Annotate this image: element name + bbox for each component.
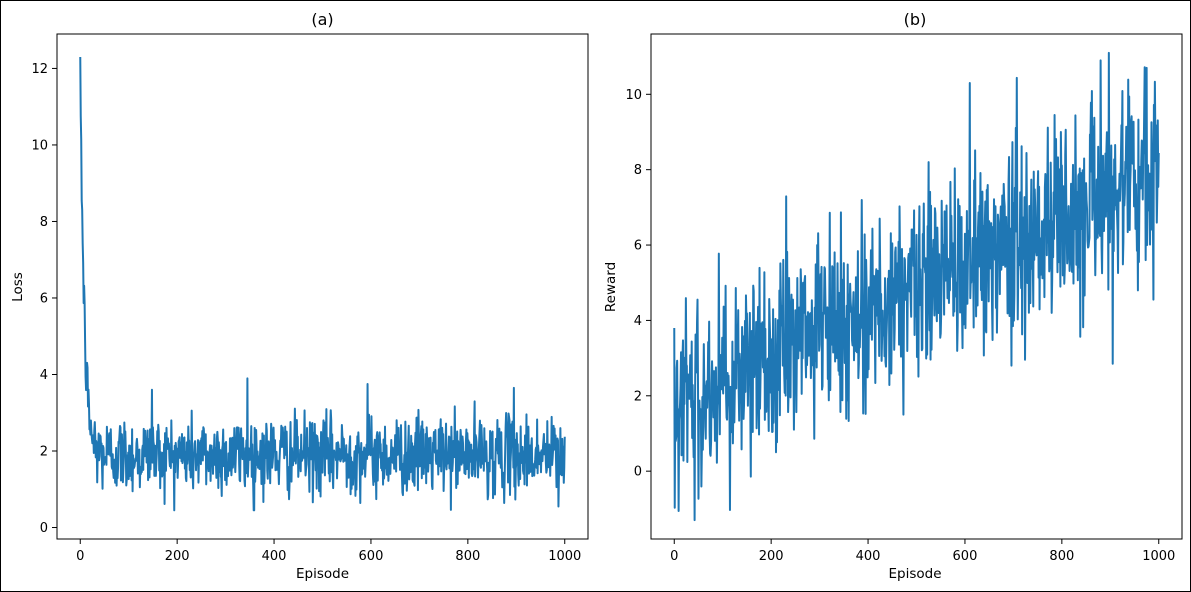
panel-b-xtick-label: 800 — [1049, 549, 1074, 564]
panel-a-ytick-label: 8 — [40, 215, 48, 230]
panel-b-ytick-label: 2 — [634, 389, 642, 404]
panel-a: (a) Episode Loss 0 200 400 600 800 1000 0 2 4 6 8 1… — [10, 10, 589, 582]
panel-b-ytick-label: 0 — [634, 465, 642, 480]
panel-b-xlabel: Episode — [888, 566, 941, 582]
panel-b: (b) Episode Reward 0 200 400 600 800 1000 0 2 4 6… — [603, 10, 1183, 582]
panel-b-xtick-label: 200 — [759, 549, 784, 564]
panel-a-xtick-label: 200 — [165, 549, 190, 564]
panel-a-xtick-label: 800 — [455, 549, 480, 564]
panel-b-ylabel: Reward — [603, 262, 619, 312]
panel-a-frame — [56, 33, 589, 540]
panel-b-ytick-label: 6 — [634, 239, 642, 254]
panel-a-xtick-label: 1000 — [548, 549, 581, 564]
panel-a-xtick-label: 400 — [262, 549, 287, 564]
panel-a-ytick-label: 6 — [40, 291, 48, 306]
panel-b-series-line — [673, 51, 1160, 522]
panel-b-xtick-label: 1000 — [1142, 549, 1175, 564]
panel-b-ytick-label: 8 — [634, 163, 642, 178]
panel-b-ytick-label: 4 — [634, 314, 642, 329]
panel-a-xlabel: Episode — [296, 566, 349, 582]
panel-a-ytick-label: 12 — [31, 62, 48, 77]
panel-b-xtick-label: 600 — [953, 549, 978, 564]
panel-a-xtick-label: 600 — [359, 549, 384, 564]
panel-a-title: (a) — [311, 10, 333, 29]
panel-a-ylabel: Loss — [10, 272, 26, 302]
panel-b-title: (b) — [904, 10, 927, 29]
panel-b-frame — [650, 33, 1183, 540]
panel-b-xtick-label: 0 — [670, 549, 678, 564]
panel-a-xtick-label: 0 — [76, 549, 84, 564]
panel-a-series-line — [79, 56, 566, 512]
panel-a-ytick-label: 0 — [40, 521, 48, 536]
panel-a-ytick-label: 4 — [40, 368, 48, 383]
panel-a-ytick-label: 2 — [40, 445, 48, 460]
panel-b-xtick-label: 400 — [856, 549, 881, 564]
panel-b-ytick-label: 10 — [625, 88, 642, 103]
panel-a-ytick-label: 10 — [31, 138, 48, 153]
